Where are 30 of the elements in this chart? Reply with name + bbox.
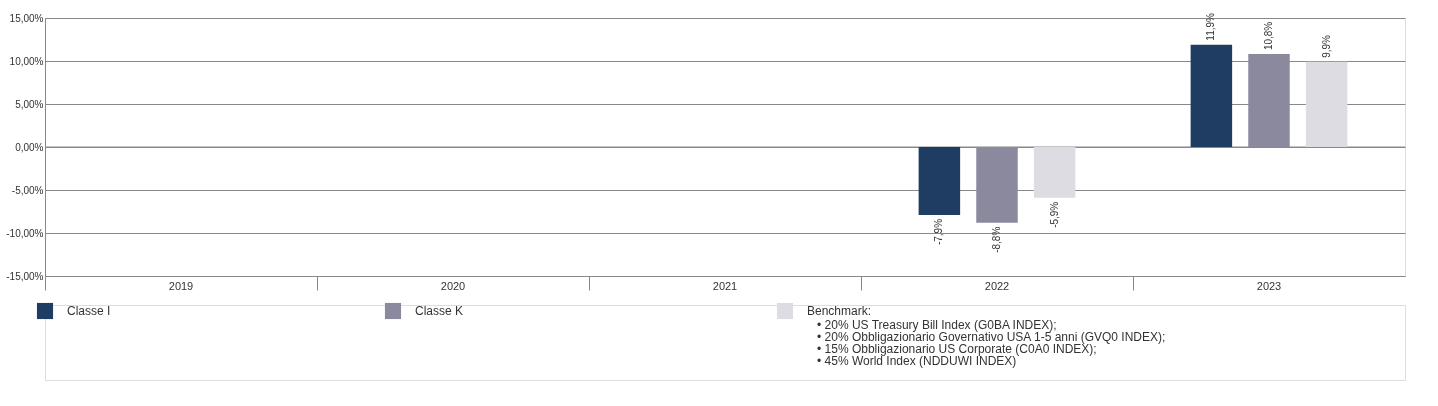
x-tick-label: 2022 (984, 279, 1010, 292)
bar (1190, 44, 1233, 147)
x-tick-label: 2023 (1256, 279, 1282, 292)
y-tick-label: 0,00% (15, 141, 44, 153)
y-tick-label: 5,00% (15, 98, 44, 110)
bar (1248, 54, 1290, 147)
bar (918, 147, 961, 215)
data-label: -5,9% (1048, 201, 1060, 228)
text: • 20% Obbligazionario Governativo USA 1-5 anni (GVQ0 INDEX); (817, 330, 1166, 344)
text: • 15% Obbligazionario US Corporate (C0A0 INDEX); (817, 342, 1097, 356)
data-label: 9,9% (1320, 34, 1332, 58)
text: • 20% US Treasury Bill Index (G0BA INDEX); (817, 318, 1057, 332)
data-label: -8,8% (991, 226, 1002, 253)
x-tick-label: 2019 (168, 279, 194, 292)
y-tick-label: -15,00% (6, 270, 44, 282)
bar (1033, 147, 1076, 198)
x-tick-label: 2020 (440, 279, 466, 292)
y-tick-label: 10,00% (9, 55, 44, 67)
legend-label: Classe I (67, 304, 111, 318)
y-tick-label: 15,00% (9, 12, 44, 24)
y-tick-label: -5,00% (11, 184, 44, 196)
data-label: -7,9% (933, 218, 945, 246)
bar (976, 147, 1018, 223)
y-tick-label: -10,00% (6, 227, 44, 239)
bar (1305, 61, 1348, 147)
legend-label: Benchmark: (807, 304, 872, 318)
data-label: 10,8% (1263, 21, 1274, 51)
legend-label: Classe K (415, 304, 464, 318)
data-label: 11,9% (1205, 12, 1217, 41)
x-tick-label: 2021 (712, 279, 738, 292)
